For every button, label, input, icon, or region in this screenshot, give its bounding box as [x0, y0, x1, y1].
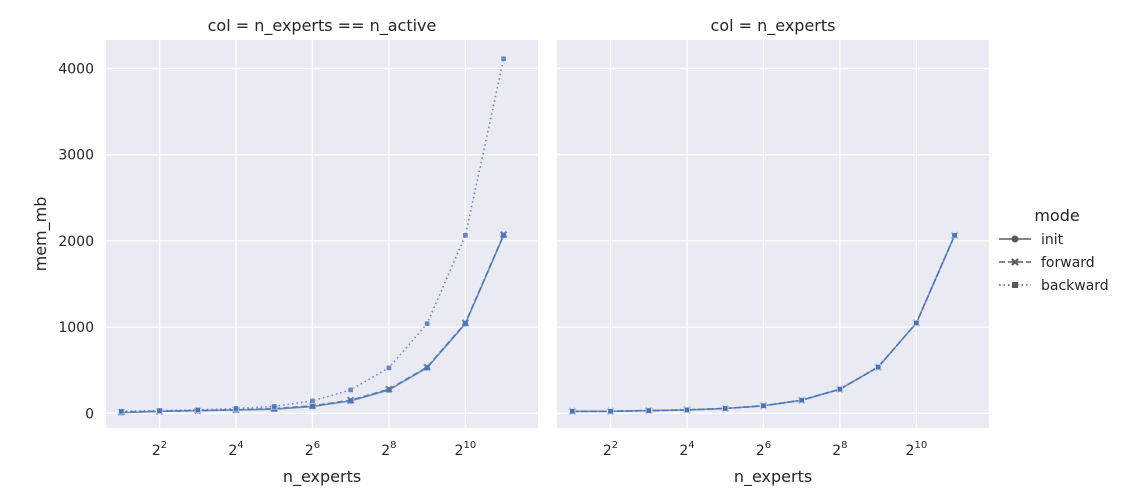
- x-tick-base: 2: [832, 443, 841, 459]
- x-tick-base: 2: [228, 443, 237, 459]
- x-tick-label: 22: [152, 440, 167, 459]
- x-tick-base: 2: [305, 443, 314, 459]
- x-tick-exponent: 4: [237, 440, 243, 451]
- x-tick-base: 2: [679, 443, 688, 459]
- data-point-backward: [500, 55, 507, 62]
- legend-label-init: init: [1041, 232, 1064, 248]
- legend-marker-forward: [1011, 258, 1019, 266]
- x-tick-label: 26: [756, 440, 771, 459]
- x-tick-exponent: 2: [161, 440, 167, 451]
- plot-area: [557, 40, 989, 428]
- data-point-backward: [462, 232, 469, 239]
- x-tick-label: 28: [832, 440, 847, 459]
- data-point-forward: [461, 319, 470, 327]
- series-line-backward: [572, 235, 956, 413]
- data-point-backward: [760, 402, 767, 409]
- data-point-backward: [683, 406, 690, 413]
- x-tick-label: 210: [906, 440, 928, 459]
- data-point-backward: [118, 408, 125, 415]
- y-tick-label: 0: [85, 406, 94, 422]
- facet-title: col = n_experts == n_active: [208, 16, 437, 36]
- x-tick-base: 2: [756, 443, 765, 459]
- data-point-forward: [499, 230, 508, 239]
- x-tick-base: 2: [381, 443, 390, 459]
- x-tick-exponent: 2: [612, 440, 618, 451]
- x-tick-exponent: 10: [463, 440, 476, 451]
- x-tick-base: 2: [603, 443, 612, 459]
- legend-title: mode: [1034, 206, 1079, 225]
- data-point-backward: [347, 386, 354, 393]
- x-tick-base: 2: [455, 443, 464, 459]
- x-tick-label: 28: [381, 440, 396, 459]
- x-tick-label: 24: [228, 440, 243, 459]
- data-point-backward: [569, 408, 576, 415]
- x-axis-label: n_experts: [283, 467, 361, 487]
- x-tick-exponent: 6: [314, 440, 320, 451]
- y-tick-label: 1000: [58, 320, 94, 336]
- data-point-backward: [232, 405, 239, 412]
- data-point-backward: [309, 397, 316, 404]
- data-point-backward: [271, 403, 278, 410]
- data-point-forward: [423, 363, 431, 371]
- x-tick-label: 210: [455, 440, 477, 459]
- data-point-backward: [645, 407, 652, 414]
- data-point-forward: [385, 385, 393, 393]
- x-tick-base: 2: [906, 443, 915, 459]
- x-tick-exponent: 8: [390, 440, 396, 451]
- data-point-backward: [913, 319, 920, 326]
- y-tick-label: 3000: [58, 148, 94, 164]
- data-point-backward: [156, 407, 163, 414]
- y-axis-label: mem_mb: [31, 197, 51, 272]
- data-point-backward: [607, 408, 614, 415]
- x-tick-exponent: 4: [688, 440, 694, 451]
- data-point-backward: [875, 364, 882, 371]
- legend-marker-init: [1011, 235, 1019, 243]
- x-tick-exponent: 10: [914, 440, 927, 451]
- x-tick-base: 2: [152, 443, 161, 459]
- plot-area: [106, 40, 538, 428]
- data-point-backward: [798, 397, 805, 404]
- data-point-backward: [194, 406, 201, 413]
- legend-marker-backward: [1012, 282, 1018, 288]
- x-axis-label: n_experts: [734, 467, 812, 487]
- x-tick-label: 22: [603, 440, 618, 459]
- series-line-backward: [121, 58, 505, 413]
- data-point-forward: [346, 396, 355, 405]
- x-tick-exponent: 8: [841, 440, 847, 451]
- legend-label-backward: backward: [1041, 278, 1109, 294]
- x-tick-label: 24: [679, 440, 694, 459]
- data-point-backward: [424, 320, 431, 327]
- legend: mode init forward backward: [999, 206, 1109, 294]
- data-point-backward: [385, 364, 392, 371]
- x-tick-label: 26: [305, 440, 320, 459]
- data-point-backward: [951, 232, 958, 239]
- y-tick-label: 2000: [58, 234, 94, 250]
- y-tick-label: 4000: [58, 61, 94, 77]
- x-tick-exponent: 6: [765, 440, 771, 451]
- data-point-backward: [722, 405, 729, 412]
- facet-title: col = n_experts: [711, 16, 836, 36]
- data-point-backward: [836, 386, 843, 393]
- legend-label-forward: forward: [1041, 255, 1095, 271]
